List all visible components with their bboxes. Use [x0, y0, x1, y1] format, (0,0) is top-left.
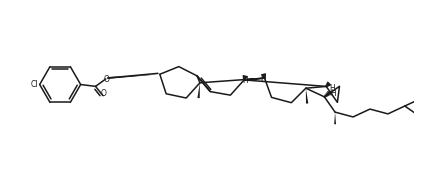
Text: H: H [330, 89, 336, 98]
Text: H: H [329, 84, 335, 93]
Polygon shape [107, 74, 160, 79]
Text: O: O [101, 89, 107, 98]
Polygon shape [306, 88, 308, 104]
Polygon shape [198, 83, 200, 98]
Polygon shape [334, 112, 336, 124]
Text: H: H [242, 76, 248, 85]
Text: Cl: Cl [30, 80, 38, 89]
Text: H: H [261, 74, 266, 83]
Text: O: O [104, 75, 110, 84]
